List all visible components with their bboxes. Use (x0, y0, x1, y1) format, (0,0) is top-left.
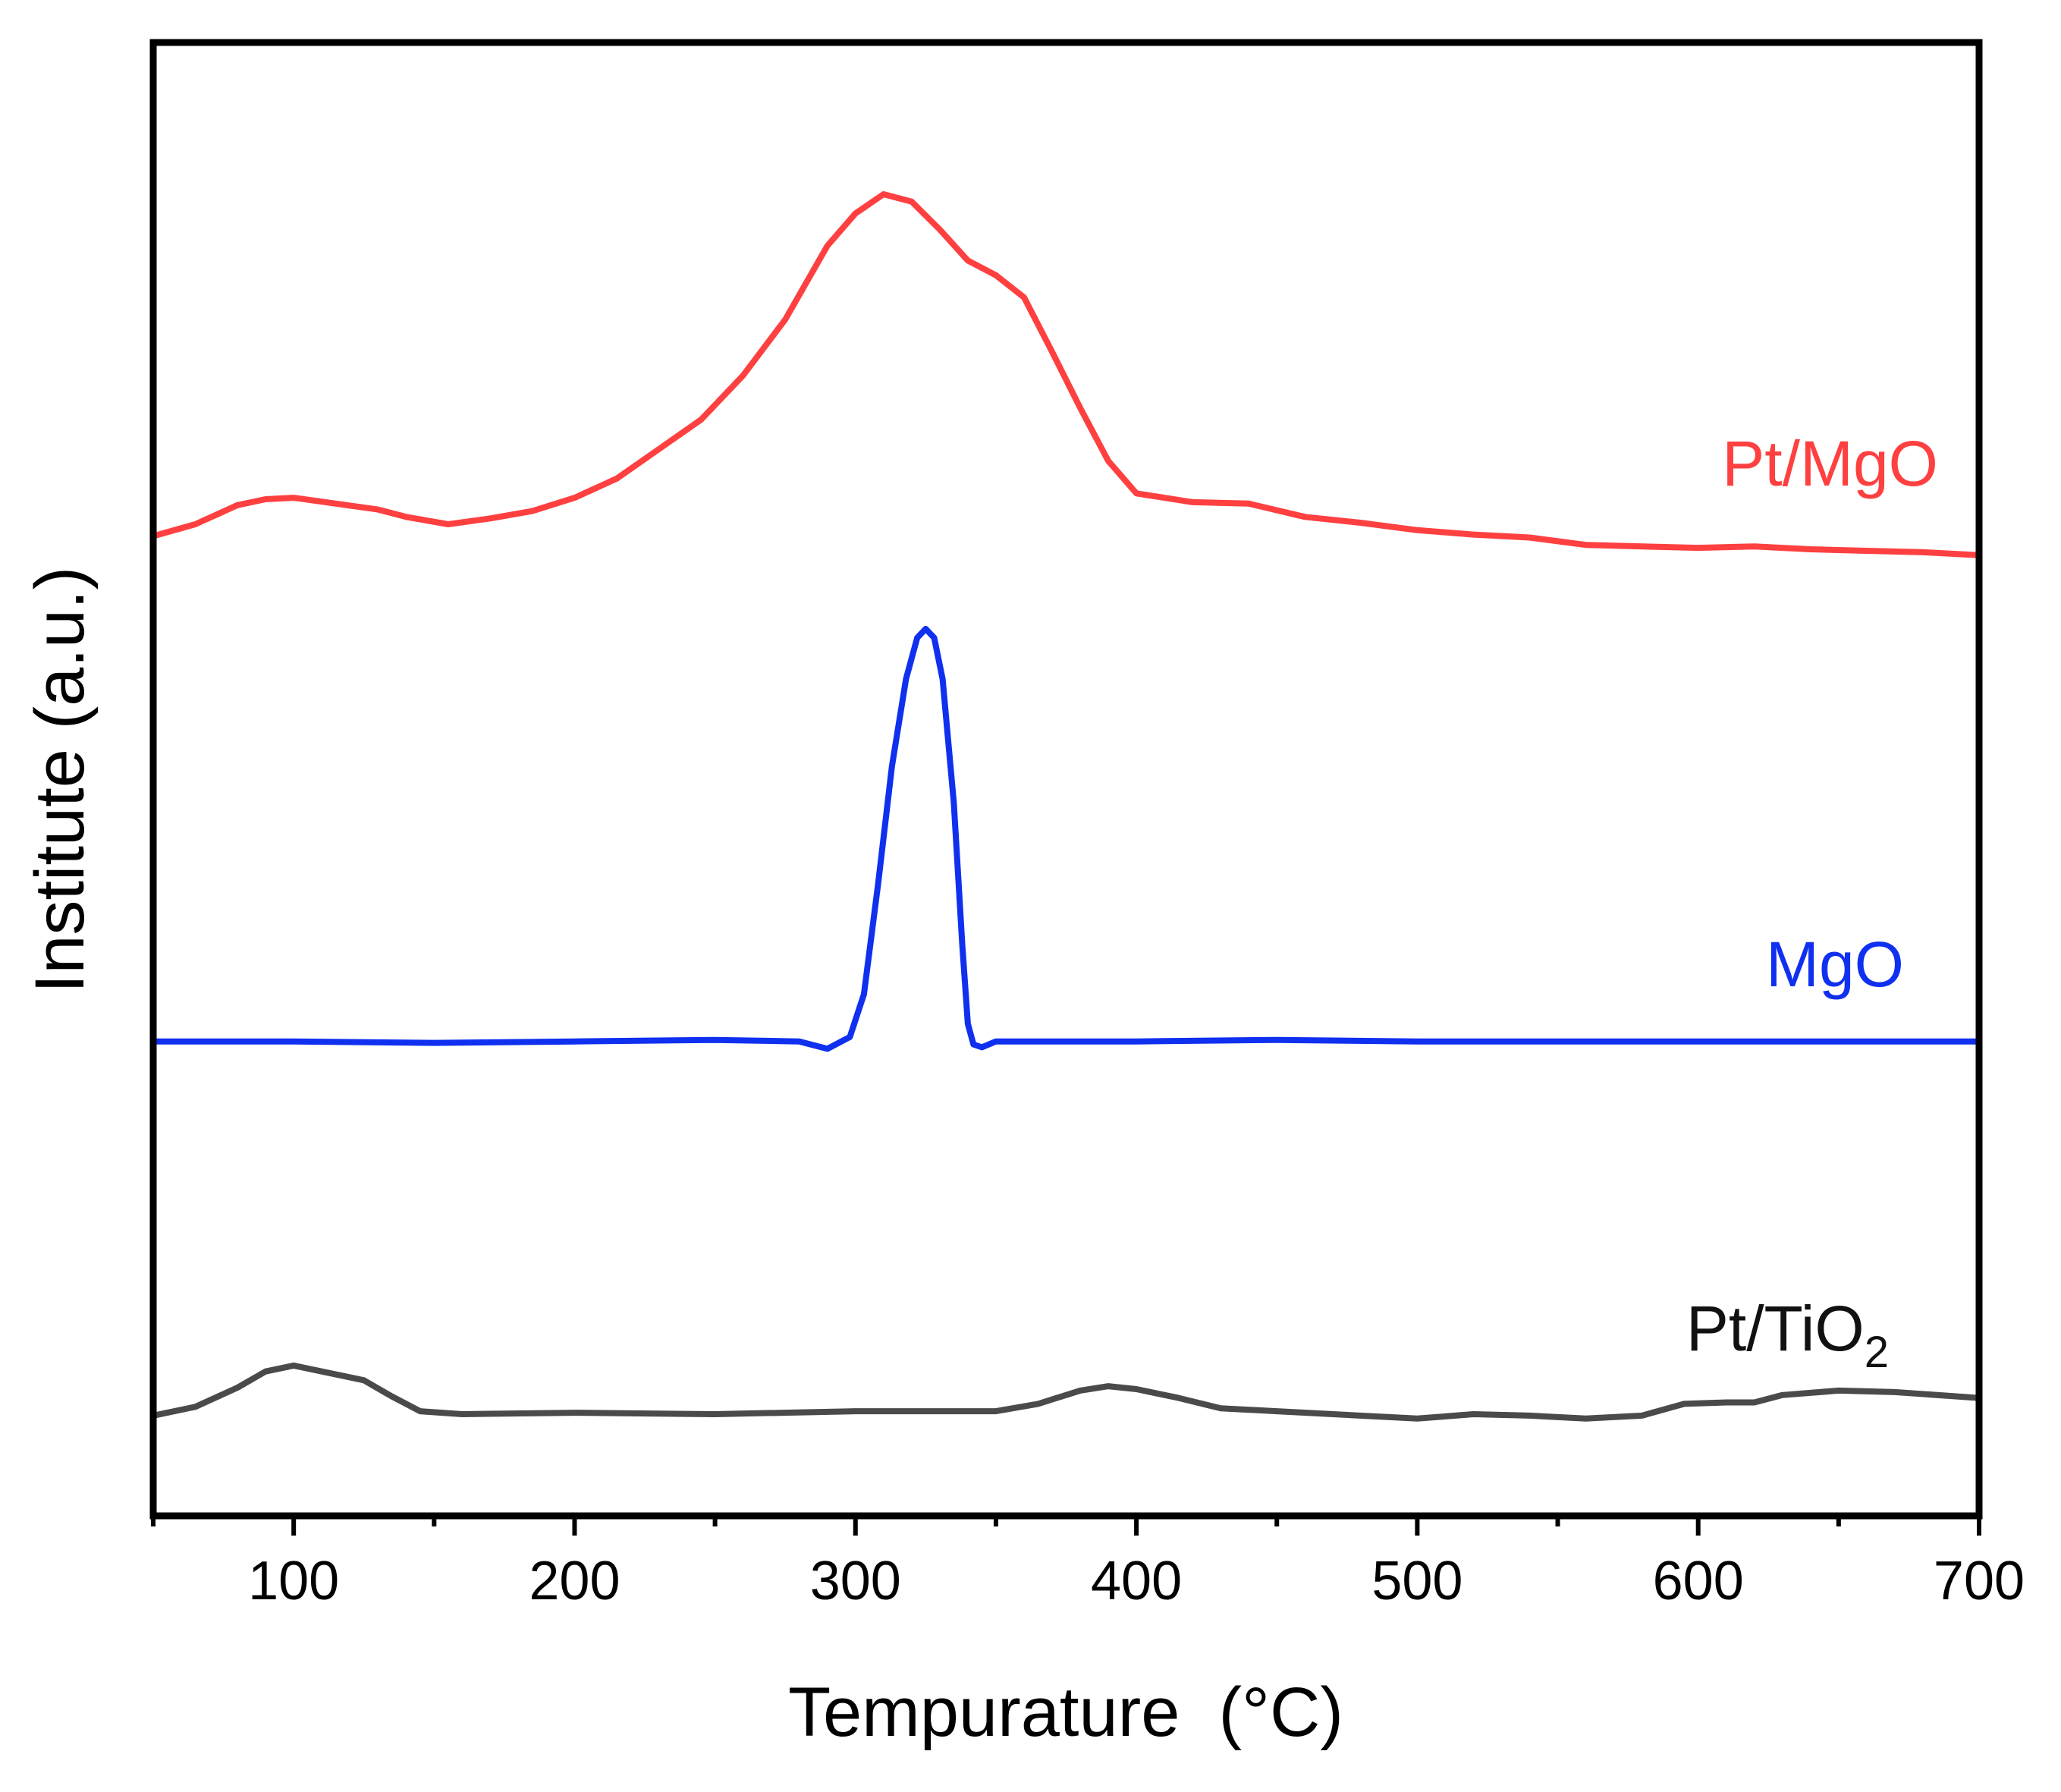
x-axis-title: Tempurature (°C) (788, 1674, 1343, 1751)
series-line-mgo (150, 625, 1982, 1052)
x-tick-label: 200 (529, 1551, 620, 1611)
series-line-pt-mgo (150, 191, 1982, 558)
x-axis-ticks: 100 200 300 400 500 600 700 (151, 1516, 2025, 1611)
x-tick-label: 700 (1934, 1551, 2025, 1611)
x-tick-label: 600 (1653, 1551, 1744, 1611)
y-axis-title: Institute (a.u.) (21, 567, 99, 993)
plot-frame (149, 39, 1983, 1520)
x-tick-label: 500 (1371, 1551, 1462, 1611)
x-tick-label: 400 (1091, 1551, 1182, 1611)
series-label-pt-tio2: Pt/TiO2 (1686, 1293, 1889, 1377)
series-layer: Pt/MgO MgO Pt/TiO2 (150, 191, 1982, 1422)
series-line-pt-tio2 (150, 1362, 1982, 1422)
series-label-mgo: MgO (1766, 929, 1904, 1000)
x-tick-label: 300 (810, 1551, 901, 1611)
x-tick-label: 100 (248, 1551, 339, 1611)
series-label-pt-mgo: Pt/MgO (1722, 428, 1938, 499)
